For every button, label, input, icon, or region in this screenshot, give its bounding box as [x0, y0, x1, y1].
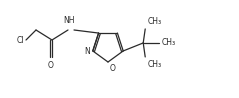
Text: CH₃: CH₃	[161, 38, 175, 47]
Text: NH: NH	[63, 16, 75, 25]
Text: CH₃: CH₃	[147, 60, 161, 69]
Text: O: O	[48, 61, 54, 70]
Text: Cl: Cl	[16, 35, 24, 44]
Text: O: O	[110, 64, 116, 73]
Text: CH₃: CH₃	[147, 17, 161, 26]
Text: N: N	[84, 47, 90, 56]
